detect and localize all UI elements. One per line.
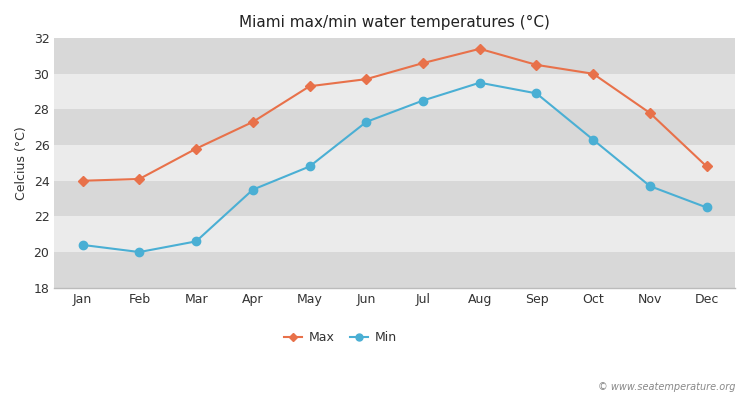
Max bbox=[191, 146, 200, 151]
Min bbox=[248, 187, 257, 192]
Min bbox=[362, 120, 370, 124]
Bar bbox=[54, 74, 735, 110]
Min bbox=[191, 239, 200, 244]
Max bbox=[702, 164, 711, 169]
Line: Max: Max bbox=[80, 45, 710, 184]
Max bbox=[78, 178, 87, 183]
Min bbox=[646, 184, 655, 188]
Max bbox=[248, 120, 257, 124]
Max bbox=[419, 61, 428, 66]
Min bbox=[532, 91, 541, 96]
Max bbox=[532, 62, 541, 67]
Min bbox=[305, 164, 314, 169]
Max bbox=[135, 176, 144, 181]
Bar bbox=[54, 145, 735, 181]
Min bbox=[589, 137, 598, 142]
Title: Miami max/min water temperatures (°C): Miami max/min water temperatures (°C) bbox=[239, 15, 550, 30]
Min bbox=[78, 242, 87, 247]
Bar bbox=[54, 252, 735, 288]
Max bbox=[362, 77, 370, 82]
Bar bbox=[54, 38, 735, 74]
Max bbox=[589, 71, 598, 76]
Min bbox=[702, 205, 711, 210]
Bar bbox=[54, 216, 735, 252]
Bar bbox=[54, 110, 735, 145]
Text: © www.seatemperature.org: © www.seatemperature.org bbox=[598, 382, 735, 392]
Min bbox=[476, 80, 484, 85]
Y-axis label: Celcius (°C): Celcius (°C) bbox=[15, 126, 28, 200]
Legend: Max, Min: Max, Min bbox=[279, 326, 402, 350]
Max bbox=[305, 84, 314, 89]
Min bbox=[135, 250, 144, 254]
Line: Min: Min bbox=[79, 78, 711, 256]
Min bbox=[419, 98, 428, 103]
Max bbox=[476, 46, 484, 51]
Max bbox=[646, 111, 655, 116]
Bar bbox=[54, 181, 735, 216]
